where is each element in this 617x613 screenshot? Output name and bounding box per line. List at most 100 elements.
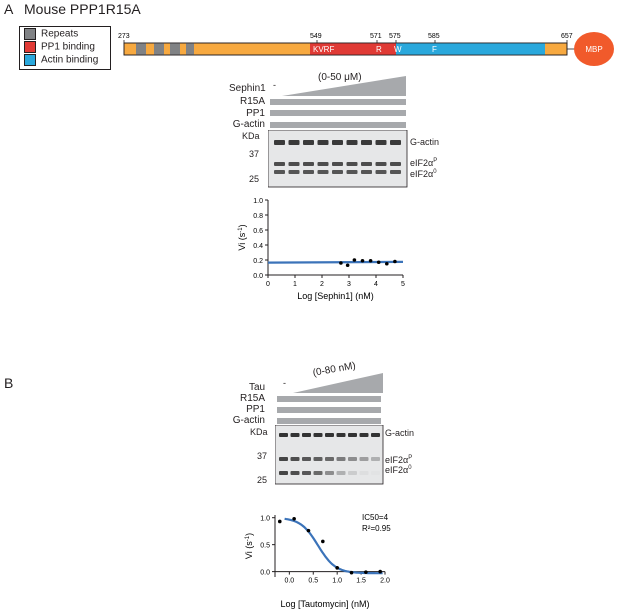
x-tick-label: 1.5: [356, 578, 366, 585]
gel-band-eif2a-0: [288, 170, 300, 174]
gel-band-eif2a-p: [325, 457, 334, 461]
pp1-swatch: [24, 41, 36, 53]
gel-band-eif2a-0: [279, 471, 288, 475]
x-tick-label: 0.5: [308, 578, 318, 585]
y-tick-label: 0.0: [260, 570, 270, 577]
gel-band-eif2a-p: [290, 457, 300, 461]
gel-band-eif2a-p: [361, 162, 372, 166]
gel-band-eif2a-0: [371, 471, 380, 475]
pos-657: 657: [561, 33, 573, 40]
x-tick-label: 1.0: [332, 578, 342, 585]
mw-25: 25: [249, 174, 260, 184]
kda-label: KDa: [242, 131, 260, 141]
y-axis-label: Vi (s-1): [237, 224, 247, 250]
gel-band-eif2a-0: [361, 170, 372, 174]
gel-band-eif2a-0: [303, 170, 314, 174]
repeat-block: [136, 43, 146, 55]
panel-a-title: Mouse PPP1R15A: [24, 1, 141, 17]
legend-item-repeats: Repeats: [24, 28, 78, 40]
gel-band-eif2a-p: [288, 162, 300, 166]
mw-37: 37: [249, 149, 260, 159]
gel-band-g-actin: [332, 140, 343, 145]
row-label-g-actin: G-actin: [232, 119, 265, 130]
gel-band-eif2a-p: [302, 457, 311, 461]
pos-575: 575: [389, 33, 401, 40]
gel-band-eif2a-p: [390, 162, 401, 166]
gel-band-g-actin: [303, 140, 314, 145]
gel-band-g-actin: [288, 140, 300, 145]
legend-item-actin-binding: Actin binding: [24, 54, 98, 66]
x-tick-label: 2.0: [380, 578, 390, 585]
gel-b-lanes: [279, 433, 380, 475]
y-tick-label: 0.0: [253, 273, 263, 280]
x-tick-label: 2: [320, 281, 324, 288]
mbp-tag: [574, 32, 614, 66]
untreated-dash-b: -: [283, 378, 286, 388]
row-label-g-actin-b: G-actin: [232, 415, 265, 426]
gel-band-g-actin: [302, 433, 311, 437]
data-point: [321, 539, 325, 544]
r15a-bar: [270, 99, 406, 105]
row-label-pp1-b: PP1: [246, 404, 265, 415]
row-label-r15a: R15A: [239, 96, 265, 107]
gel-band-eif2a-p: [346, 162, 358, 166]
y-tick-label: 0.5: [260, 543, 270, 550]
data-point: [368, 258, 373, 263]
gel-image-b: [275, 425, 384, 485]
gel-band-g-actin: [279, 433, 288, 437]
repeat-block: [186, 43, 194, 55]
gel-band-g-actin: [313, 433, 323, 437]
x-tick-label: 0: [266, 281, 270, 288]
data-point: [292, 516, 296, 521]
band-label-g-actin-b: G-actin: [385, 428, 415, 438]
gel-band-g-actin: [375, 140, 387, 145]
pp1-binding-region: [310, 43, 396, 55]
tau-label: Tau: [249, 382, 266, 393]
y-tick-label: 0.4: [253, 243, 263, 250]
gel-band-eif2a-p: [332, 162, 343, 166]
gel-band-eif2a-p: [279, 457, 288, 461]
data-point: [364, 570, 368, 574]
gel-band-eif2a-0: [302, 471, 311, 475]
data-point: [349, 570, 354, 575]
gel-band-eif2a-0: [332, 170, 343, 174]
data-point: [352, 258, 357, 262]
gel-band-eif2a-p: [359, 457, 369, 461]
actin-binding-region: [396, 43, 545, 55]
pos-571: 571: [370, 33, 382, 40]
concentration-wedge-b: [293, 373, 383, 393]
band-label-eif2a-0: eIF2α0: [410, 169, 437, 179]
repeat-block: [170, 43, 180, 55]
legend-label: Actin binding: [41, 54, 99, 66]
data-point: [277, 519, 282, 524]
kvrf-motif: KVRF: [313, 45, 334, 54]
f-motif: F: [432, 45, 437, 54]
gel-band-eif2a-0: [375, 170, 387, 174]
gel-band-g-actin: [274, 140, 285, 145]
pos-585: 585: [428, 33, 440, 40]
data-point: [385, 261, 389, 266]
x-tick-label: 4: [374, 281, 378, 288]
x-tick-label: 3: [347, 281, 351, 288]
sephin1-range: (0-50 μM): [318, 72, 362, 83]
mw-37-b: 37: [257, 451, 268, 461]
y-tick-label: 0.6: [253, 228, 263, 235]
w-motif: W: [394, 45, 402, 54]
repeat-block: [154, 43, 164, 55]
y-tick-label: 0.2: [253, 258, 263, 265]
gel-band-g-actin: [317, 140, 329, 145]
panel-a-letter: A: [4, 1, 14, 17]
g-actin-bar: [270, 122, 406, 128]
gel-band-eif2a-p: [313, 457, 323, 461]
data-point: [360, 258, 365, 263]
data-point: [306, 528, 311, 533]
pp1-bar: [270, 110, 406, 116]
ic50-annotation: IC50=4: [362, 513, 389, 522]
x-tick-label: 0.0: [284, 578, 294, 585]
y-tick-label: 0.8: [253, 213, 263, 220]
y-tick-label: 1.0: [260, 516, 270, 523]
gel-band-eif2a-p: [274, 162, 285, 166]
gel-image-a: [268, 130, 408, 188]
gel-band-g-actin: [348, 433, 357, 437]
gel-band-eif2a-p: [371, 457, 380, 461]
